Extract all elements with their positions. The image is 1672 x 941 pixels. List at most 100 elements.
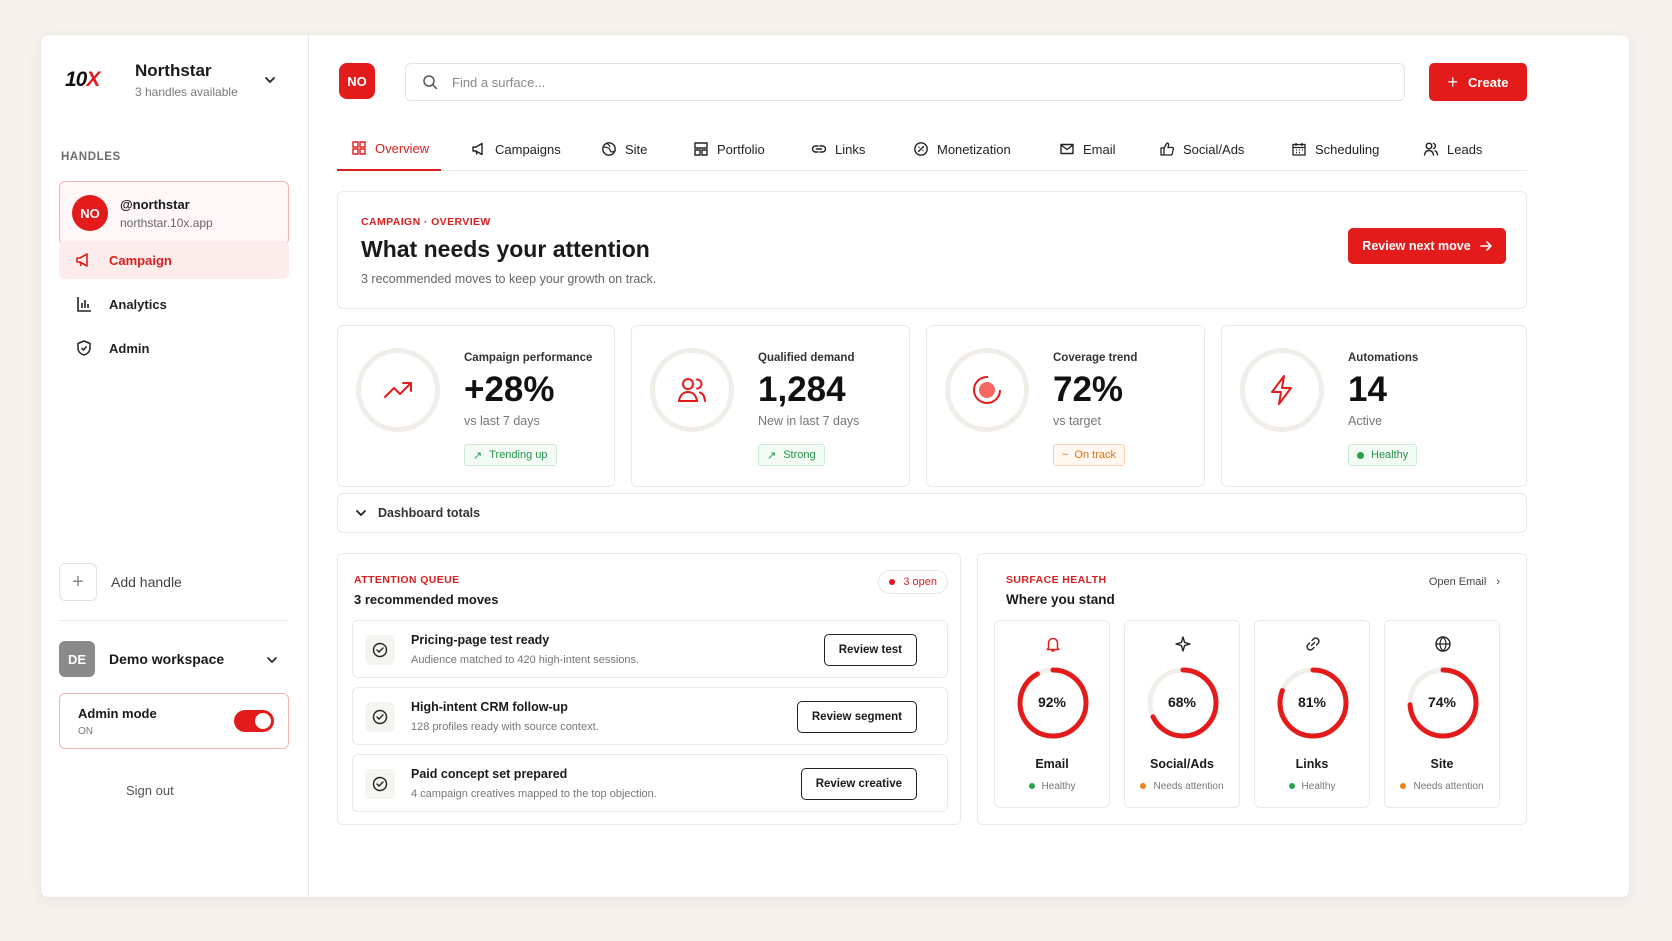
tab-label: Scheduling [1315, 141, 1380, 157]
health-name: Site [1430, 757, 1454, 771]
stat-icon-ring [650, 348, 734, 432]
health-status: Needs attention [1385, 781, 1499, 792]
stat-value: 14 [1348, 370, 1387, 409]
health-gauge [1017, 667, 1089, 739]
stat-sub: vs last 7 days [464, 414, 540, 428]
health-percent: 68% [1167, 694, 1197, 710]
sidebar-item-admin[interactable]: Admin [59, 329, 289, 367]
stat-icon-ring [356, 348, 440, 432]
review-creative-button[interactable]: Review creative [800, 768, 917, 800]
sidebar-item-campaign[interactable]: Campaign [59, 241, 289, 279]
health-card-social-ads[interactable]: 68% Social/Ads Needs attention [1124, 620, 1240, 808]
app-logo: 10X [65, 68, 100, 91]
chevron-down-icon[interactable] [263, 73, 277, 87]
dashboard-totals-toggle[interactable]: Dashboard totals [337, 493, 1527, 533]
health-card-email[interactable]: 92% Email Healthy [994, 620, 1110, 808]
admin-mode-label: Admin mode [78, 706, 157, 721]
health-card-links[interactable]: 81% Links Healthy [1254, 620, 1370, 808]
tab-monetization[interactable]: Monetization [913, 127, 1011, 171]
plus-icon: + [1447, 71, 1459, 92]
status-badge: Healthy [1348, 444, 1418, 466]
users-icon [677, 378, 706, 402]
stat-sub: vs target [1053, 414, 1101, 428]
health-percent: 92% [1037, 694, 1067, 710]
health-percent: 81% [1297, 694, 1327, 710]
tab-overview[interactable]: Overview [337, 127, 442, 171]
handles-section-label: HANDLES [61, 151, 121, 163]
demo-workspace-switcher[interactable]: DE Demo workspace [59, 641, 289, 677]
health-status: Needs attention [1125, 781, 1239, 792]
stat-sub: New in last 7 days [758, 414, 860, 428]
tab-scheduling[interactable]: Scheduling [1291, 127, 1379, 171]
status-dot [1140, 783, 1147, 790]
status-label: Needs attention [1153, 781, 1224, 792]
demo-workspace-name: Demo workspace [109, 651, 225, 667]
tab-site[interactable]: Site [601, 127, 647, 171]
handle-url: northstar.10x.app [120, 215, 213, 230]
queue-item: Pricing-page test ready Audience matched… [352, 620, 948, 678]
tab-label: Social/Ads [1183, 141, 1245, 157]
add-handle-button[interactable]: + Add handle [59, 563, 182, 601]
review-test-button[interactable]: Review test [823, 634, 917, 666]
calendar-icon [1292, 143, 1306, 156]
chevron-down-icon [356, 510, 366, 517]
search-icon [423, 75, 438, 90]
tab-email[interactable]: Email [1059, 127, 1116, 171]
tab-links[interactable]: Links [811, 127, 865, 171]
queue-item-title: Paid concept set prepared [411, 767, 568, 781]
admin-mode-state: ON [78, 726, 93, 737]
badge-label: Healthy [1371, 449, 1409, 461]
review-next-move-button[interactable]: Review next move [1348, 228, 1506, 264]
queue-item: Paid concept set prepared 4 campaign cre… [352, 754, 948, 812]
attention-hero: CAMPAIGN · OVERVIEW What needs your atte… [337, 191, 1527, 309]
thumbs-up-icon [1160, 142, 1175, 156]
admin-mode-panel: Admin mode ON [59, 693, 289, 749]
link-label: Open Email [1428, 576, 1487, 588]
status-badge: ↗ Strong [758, 444, 825, 466]
stat-card: Coverage trend 72% vs target ~ On track [926, 325, 1205, 487]
tab-portfolio[interactable]: Portfolio [693, 127, 765, 171]
status-label: Healthy [1041, 781, 1076, 792]
plus-icon: + [59, 563, 97, 601]
coin-icon [914, 142, 928, 156]
hero-kicker: CAMPAIGN · OVERVIEW [361, 216, 491, 228]
open-email-link[interactable]: Open Email › [1429, 576, 1500, 588]
tab-social-ads[interactable]: Social/Ads [1159, 127, 1244, 171]
shield-icon [77, 340, 91, 356]
badge-label: Strong [783, 449, 816, 461]
workspace-name: Northstar [135, 61, 212, 80]
avatar[interactable]: NO [339, 63, 375, 99]
stat-value: 72% [1053, 370, 1124, 409]
workspace-switcher[interactable]: 10X Northstar 3 handles available [65, 61, 238, 99]
sidebar-item-analytics[interactable]: Analytics [59, 285, 289, 323]
arrow-right-icon [1479, 241, 1492, 251]
stat-card: Qualified demand 1,284 New in last 7 day… [631, 325, 910, 487]
status-label: Healthy [1301, 781, 1336, 792]
admin-mode-toggle[interactable] [234, 710, 274, 732]
tab-label: Email [1083, 141, 1116, 157]
create-button[interactable]: + Create [1429, 63, 1527, 101]
grid-icon [352, 141, 366, 155]
globe-icon [602, 142, 616, 156]
status-dot [1357, 451, 1364, 459]
globe-icon [1435, 636, 1451, 652]
queue-item-title: High-intent CRM follow-up [411, 700, 568, 714]
tab-campaigns[interactable]: Campaigns [471, 127, 561, 171]
health-card-site[interactable]: 74% Site Needs attention [1384, 620, 1500, 808]
tab-label: Site [625, 141, 648, 157]
bell-icon [1046, 637, 1060, 652]
sign-out-link[interactable]: Sign out [126, 783, 174, 798]
queue-kicker: ATTENTION QUEUE [354, 574, 460, 586]
health-kicker: SURFACE HEALTH [1006, 574, 1107, 586]
divider [59, 620, 289, 621]
review-segment-button[interactable]: Review segment [796, 701, 917, 733]
page-title: What needs your attention [361, 236, 650, 262]
create-label: Create [1468, 74, 1509, 90]
search-input[interactable]: Find a surface... [405, 63, 1405, 101]
arrow-up-right-icon: ↗ [767, 449, 777, 462]
handle-card[interactable]: NO @northstar northstar.10x.app [59, 181, 289, 245]
main-content: NO Find a surface... + Create Overview Ca… [309, 35, 1629, 897]
tab-leads[interactable]: Leads [1423, 127, 1482, 171]
queue-item: High-intent CRM follow-up 128 profiles r… [352, 687, 948, 745]
tab-label: Leads [1447, 141, 1483, 157]
